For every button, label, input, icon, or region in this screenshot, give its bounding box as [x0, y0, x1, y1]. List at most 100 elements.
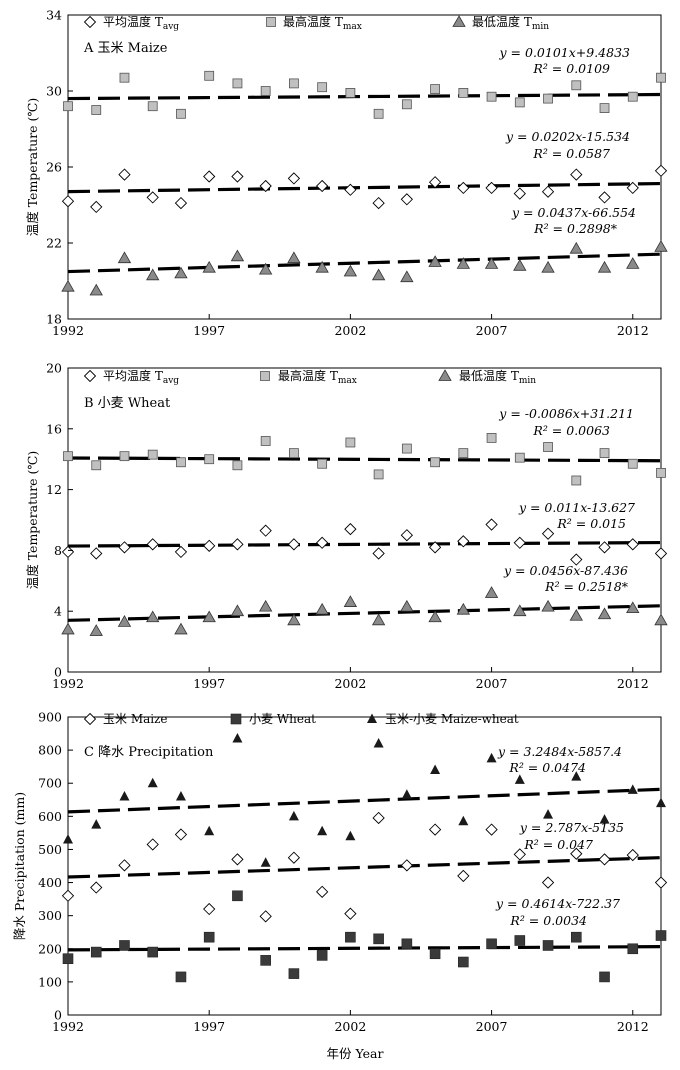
data-point [287, 251, 301, 264]
data-point [541, 527, 555, 540]
data-point [230, 249, 245, 262]
data-point [656, 797, 666, 808]
trend-line [67, 92, 662, 101]
data-point [514, 774, 525, 784]
legend-marker-triangle [438, 369, 452, 381]
data-point [203, 931, 215, 943]
data-point [457, 181, 470, 195]
x-tick-label: 1997 [193, 676, 225, 691]
data-point [513, 258, 527, 271]
data-point [204, 454, 215, 465]
data-point [174, 196, 188, 210]
data-point [146, 838, 159, 851]
legend-label-tavg: 平均温度 Tavg [103, 368, 179, 386]
data-point [513, 536, 526, 549]
data-point [119, 72, 130, 83]
data-point [514, 935, 526, 946]
equation-tmin: y = 0.0437x-66.554 [511, 205, 636, 220]
data-point [428, 255, 442, 267]
data-point [400, 270, 414, 283]
panel-label: B 小麦 Wheat [84, 396, 171, 411]
y-tick-label: 8 [54, 543, 62, 558]
trend-line [67, 856, 662, 879]
trend-line [67, 787, 662, 814]
equation-tavg: y = 0.0202x-15.534 [505, 129, 630, 144]
data-point [430, 84, 440, 94]
y-tick-label: 16 [46, 421, 62, 436]
data-point [541, 260, 555, 273]
legend-marker-shape [438, 369, 452, 381]
data-point [430, 764, 441, 774]
data-point [400, 859, 413, 872]
legend-marker-shape [260, 371, 270, 381]
data-point [543, 442, 553, 452]
x-tick-label: 1992 [52, 323, 84, 338]
data-point [373, 933, 384, 945]
r2-tmin: R² = 0.2898* [533, 221, 618, 236]
data-point [428, 823, 442, 836]
data-point [317, 82, 328, 93]
x-tick-label: 2007 [476, 676, 508, 691]
data-point [458, 956, 469, 968]
data-point [401, 99, 412, 110]
y-tick-label: 34 [46, 8, 62, 23]
y-axis-label: 温度 Temperature (℃) [25, 98, 40, 237]
data-point [287, 172, 301, 185]
legend-marker-shape [230, 713, 242, 725]
data-point [118, 541, 131, 554]
data-point [514, 97, 525, 108]
x-tick-label: 2007 [476, 1019, 508, 1034]
data-point [428, 541, 442, 554]
r2-tmax: R² = 0.0063 [532, 423, 610, 438]
legend-label-tmin: 最低温度 Tmin [472, 14, 549, 32]
data-point [317, 825, 328, 836]
data-point [231, 538, 244, 551]
panel-label: C 降水 Precipitation [84, 745, 214, 760]
trend-line [67, 945, 662, 952]
data-point [344, 522, 357, 536]
data-point [400, 193, 413, 206]
data-point [288, 810, 299, 821]
data-point [316, 536, 329, 549]
data-point [259, 910, 272, 923]
r2-tavg: R² = 0.0587 [532, 146, 610, 161]
data-point [457, 535, 470, 548]
y-tick-label: 30 [46, 84, 62, 99]
data-point [373, 469, 384, 480]
data-point [91, 819, 102, 829]
data-point [61, 195, 75, 208]
data-point [287, 538, 301, 551]
data-point [90, 946, 102, 958]
data-point [626, 848, 639, 862]
data-point [343, 264, 358, 277]
y-tick-label: 18 [46, 312, 62, 327]
data-point [345, 88, 356, 98]
data-point [486, 433, 497, 443]
data-point [90, 547, 103, 560]
y-tick-label: 400 [38, 875, 62, 890]
data-point [204, 825, 215, 836]
data-point [62, 953, 74, 965]
trend-line [67, 181, 662, 194]
data-point [147, 777, 158, 788]
data-point [231, 853, 244, 866]
data-point [61, 622, 75, 635]
data-point [118, 859, 131, 872]
data-point [176, 457, 186, 468]
data-point [91, 105, 102, 115]
data-point [147, 449, 158, 460]
r2-maize: R² = 0.047 [523, 837, 593, 852]
data-point [654, 876, 668, 889]
data-point [260, 955, 271, 966]
panel-c-precipitation: 0 100 200 300 400 500 600 700 800 900 1992 1997 2002… [12, 710, 668, 1061]
data-point [174, 545, 188, 559]
data-point [147, 101, 158, 112]
data-point [570, 168, 583, 181]
data-point [485, 181, 498, 195]
data-point [598, 853, 611, 866]
data-point [570, 847, 583, 860]
legend-label-tmin: 最低温度 Tmin [459, 368, 536, 386]
legend-label-maize: 玉米 Maize [103, 712, 168, 726]
data-point [316, 179, 329, 193]
x-tick-label: 1997 [193, 1019, 225, 1034]
